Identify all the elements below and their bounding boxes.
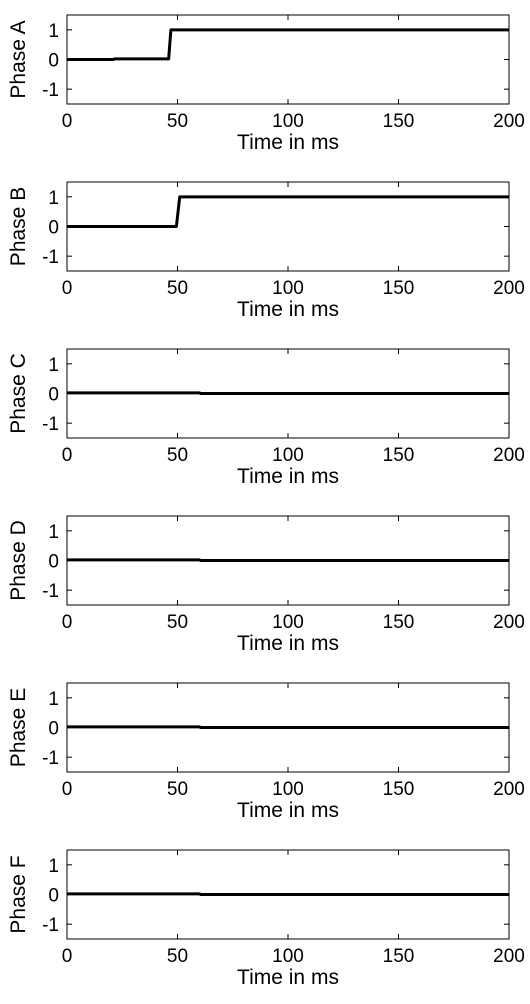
series-line-1	[67, 391, 509, 395]
y-tick-label: 0	[48, 218, 59, 239]
x-tick-label: 0	[62, 612, 73, 633]
y-tick-label: -1	[42, 80, 59, 101]
x-tick-label: 200	[493, 278, 525, 299]
y-tick-label: -1	[42, 915, 59, 936]
x-tick-label: 50	[167, 111, 188, 132]
y-tick-label: 0	[48, 886, 59, 907]
x-tick-label: 100	[272, 278, 304, 299]
y-tick-label: 0	[48, 385, 59, 406]
y-axis-label: Phase F	[7, 855, 30, 933]
x-tick-label: 200	[493, 946, 525, 967]
series-line-1	[67, 892, 509, 896]
x-tick-label: 0	[62, 111, 73, 132]
x-tick-label: 50	[167, 445, 188, 466]
series-line-1	[67, 28, 509, 61]
y-tick-label: -1	[42, 748, 59, 769]
y-tick-label: 1	[48, 188, 59, 209]
y-axis-label: Phase B	[7, 187, 30, 266]
x-tick-label: 100	[272, 612, 304, 633]
x-tick-label: 150	[383, 612, 415, 633]
x-axis-label: Time in ms	[237, 632, 339, 655]
y-tick-label: 1	[48, 21, 59, 42]
y-axis-label: Phase E	[7, 688, 30, 767]
x-tick-label: 0	[62, 946, 73, 967]
y-tick-label: 0	[48, 552, 59, 573]
x-tick-label: 100	[272, 445, 304, 466]
x-tick-label: 150	[383, 946, 415, 967]
x-tick-label: 100	[272, 946, 304, 967]
series-line-1	[67, 725, 509, 729]
x-tick-label: 200	[493, 779, 525, 800]
x-axis-label: Time in ms	[237, 966, 339, 989]
x-tick-label: 150	[383, 779, 415, 800]
y-tick-label: 1	[48, 856, 59, 877]
x-tick-label: 200	[493, 445, 525, 466]
x-axis-label: Time in ms	[237, 131, 339, 154]
y-tick-label: 0	[48, 51, 59, 72]
x-tick-label: 150	[383, 445, 415, 466]
y-tick-label: 1	[48, 689, 59, 710]
x-tick-label: 150	[383, 111, 415, 132]
x-tick-label: 50	[167, 278, 188, 299]
y-tick-label: 1	[48, 355, 59, 376]
y-axis-label: Phase A	[7, 20, 30, 98]
x-tick-label: 200	[493, 111, 525, 132]
series-line-1	[67, 195, 509, 228]
series-line-1	[67, 558, 509, 562]
y-tick-label: 1	[48, 522, 59, 543]
y-tick-label: 0	[48, 719, 59, 740]
y-tick-label: -1	[42, 247, 59, 268]
x-tick-label: 50	[167, 946, 188, 967]
x-tick-label: 50	[167, 612, 188, 633]
x-tick-label: 0	[62, 445, 73, 466]
x-axis-label: Time in ms	[237, 298, 339, 321]
x-axis-label: Time in ms	[237, 799, 339, 822]
x-tick-label: 0	[62, 278, 73, 299]
x-tick-label: 200	[493, 612, 525, 633]
y-tick-label: -1	[42, 414, 59, 435]
y-axis-label: Phase D	[7, 520, 30, 601]
x-tick-label: 100	[272, 779, 304, 800]
x-tick-label: 150	[383, 278, 415, 299]
x-tick-label: 50	[167, 779, 188, 800]
y-tick-label: -1	[42, 581, 59, 602]
x-tick-label: 100	[272, 111, 304, 132]
x-axis-label: Time in ms	[237, 465, 339, 488]
x-tick-label: 0	[62, 779, 73, 800]
y-axis-label: Phase C	[7, 353, 30, 434]
